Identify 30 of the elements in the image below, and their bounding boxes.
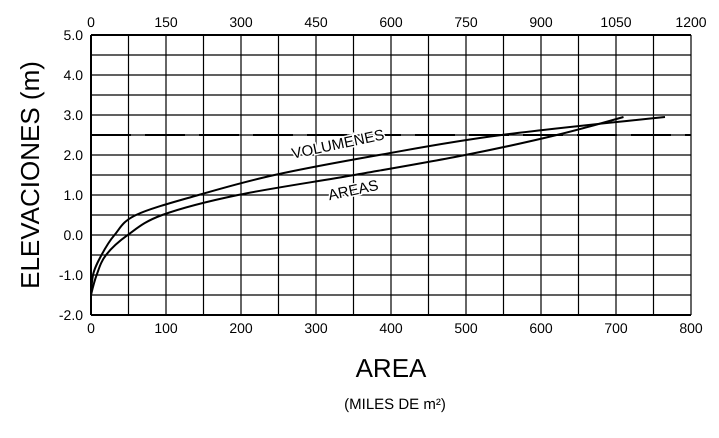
y-tick-label: 1.0: [64, 186, 84, 203]
x-tick-label: 500: [454, 320, 478, 336]
x2-tick-label: 300: [229, 14, 253, 30]
x2-tick-label: 150: [154, 14, 178, 30]
y-tick-label: 2.0: [64, 146, 84, 163]
y-tick-label: -1.0: [58, 266, 84, 283]
x-tick-label: 100: [154, 320, 178, 336]
x2-tick-label: 1050: [600, 14, 632, 30]
x2-tick-label: 0: [87, 14, 96, 30]
x-tick-label: 800: [679, 320, 703, 336]
y-tick-label: 3.0: [64, 106, 84, 123]
x-tick-label: 600: [529, 320, 553, 336]
x2-tick-label: 600: [379, 14, 403, 30]
y-tick-label: 5.0: [64, 26, 84, 43]
x2-tick-label: 450: [304, 14, 328, 30]
y-tick-label: -2.0: [58, 306, 84, 323]
y-tick-label: 0.0: [64, 226, 84, 243]
x-tick-label: 700: [604, 320, 628, 336]
y-axis-title: ELEVACIONES (m): [15, 61, 45, 289]
x-axis-title: AREA: [356, 353, 428, 383]
x2-tick-label: 1200: [675, 14, 707, 30]
x-tick-label: 200: [229, 320, 253, 336]
text: (MILES DE m²): [343, 396, 447, 413]
x-tick-label: 300: [304, 320, 328, 336]
text: AREAS: [326, 176, 380, 204]
y-tick-label: 4.0: [64, 66, 84, 83]
x-tick-label: 400: [379, 320, 403, 336]
x-tick-label: 0: [87, 320, 96, 336]
x2-tick-label: 750: [454, 14, 478, 30]
x2-tick-label: 900: [529, 14, 553, 30]
